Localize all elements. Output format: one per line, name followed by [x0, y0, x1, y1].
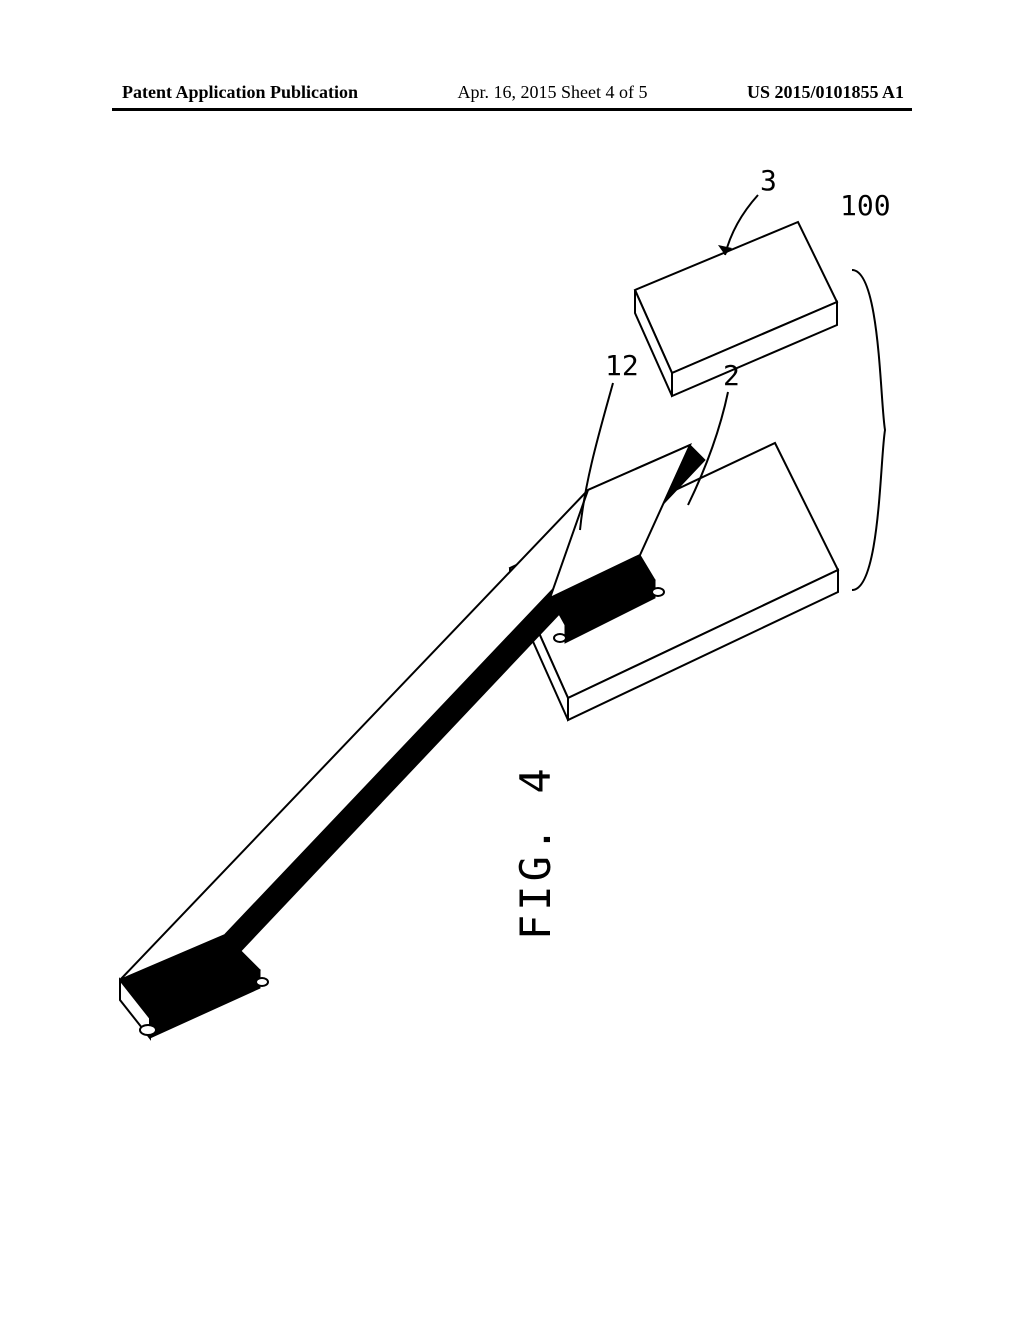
header-rule	[112, 108, 912, 111]
header-center: Apr. 16, 2015 Sheet 4 of 5	[458, 82, 648, 103]
header-left: Patent Application Publication	[122, 82, 358, 103]
label-100: 100	[840, 189, 891, 590]
label-2-text: 2	[723, 359, 740, 392]
figure-caption: FIG. 4	[511, 764, 560, 940]
figure-area: 100 3 2 12 FIG. 4	[80, 160, 900, 1250]
connector-board-12	[120, 445, 705, 1038]
page-header: Patent Application Publication Apr. 16, …	[0, 82, 1024, 103]
label-100-text: 100	[840, 189, 891, 222]
figure-caption-text: FIG. 4	[511, 764, 560, 940]
header-row: Patent Application Publication Apr. 16, …	[0, 82, 1024, 103]
label-12-text: 12	[605, 349, 639, 382]
page: Patent Application Publication Apr. 16, …	[0, 0, 1024, 1320]
header-right: US 2015/0101855 A1	[747, 82, 904, 103]
label-3-text: 3	[760, 164, 777, 197]
figure-svg: 100 3 2 12 FIG. 4	[80, 160, 900, 1250]
